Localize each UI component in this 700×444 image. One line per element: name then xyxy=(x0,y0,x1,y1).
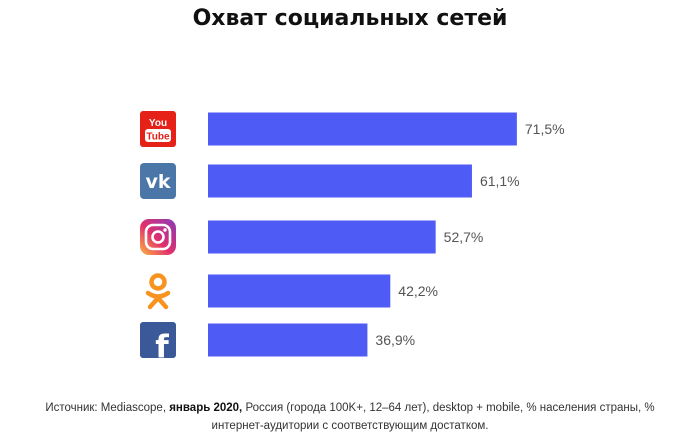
source-note: Источник: Mediascope, январь 2020, Росси… xyxy=(30,399,670,435)
bar-group xyxy=(208,112,517,357)
svg-text:f: f xyxy=(155,329,169,365)
svg-text:vk: vk xyxy=(145,171,170,193)
value-label: 61,1% xyxy=(480,173,520,189)
source-date: январь 2020, xyxy=(169,402,243,414)
value-label: 71,5% xyxy=(525,121,565,137)
youtube-icon: You Tube xyxy=(140,111,176,147)
vk-icon: vk xyxy=(140,163,176,199)
facebook-icon: f xyxy=(140,322,176,365)
bar-facebook xyxy=(208,323,368,357)
value-label: 42,2% xyxy=(398,283,438,299)
bar-vk xyxy=(208,164,472,198)
source-suffix: Россия (города 100K+, 12–64 лет), deskto… xyxy=(211,402,655,432)
value-label: 36,9% xyxy=(375,332,415,348)
svg-text:You: You xyxy=(149,118,167,129)
source-prefix: Источник: Mediascope, xyxy=(45,402,170,414)
value-label-group: 71,5% 61,1% 52,7% 42,2% 36,9% xyxy=(375,121,564,348)
odnoklassniki-icon xyxy=(145,273,171,310)
value-label: 52,7% xyxy=(444,229,484,245)
chart-title: Охват социальных сетей xyxy=(192,6,508,31)
bar-instagram xyxy=(208,220,436,254)
instagram-icon xyxy=(140,219,176,255)
bar-odnoklassniki xyxy=(208,274,391,308)
svg-text:Tube: Tube xyxy=(146,132,170,143)
bar-youtube xyxy=(208,112,517,146)
icon-group: You Tube vk f xyxy=(140,111,176,365)
